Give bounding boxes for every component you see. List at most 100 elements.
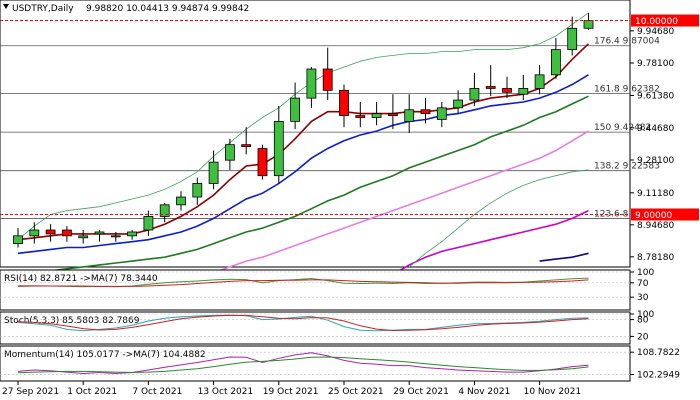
candle-2021-10-18 — [257, 144, 268, 180]
candle-body — [127, 231, 137, 237]
x-tick-label-1: 1 Oct 2021 — [67, 387, 117, 397]
candle-2021-10-14 — [224, 138, 235, 170]
price-levels-layer — [0, 20, 630, 216]
price-level-label-0: 10.00000 — [635, 17, 678, 27]
candles-layer — [13, 12, 594, 248]
stoch-tick-label-2: 20 — [637, 332, 649, 342]
candle-body — [159, 204, 170, 217]
candle-body — [567, 27, 578, 51]
candle-body — [224, 144, 235, 161]
ma-line-2 — [18, 95, 589, 274]
candle-body — [208, 161, 219, 184]
candle-2021-10-01 — [78, 230, 89, 244]
candle-body — [551, 49, 561, 76]
candle-2021-10-26 — [355, 101, 366, 128]
candle-body — [485, 86, 496, 89]
candle-body — [339, 89, 349, 116]
candle-2021-09-27 — [13, 228, 23, 248]
candle-body — [355, 115, 366, 118]
candle-body — [13, 235, 23, 245]
candle-body — [273, 120, 284, 177]
stoch-series-0 — [17, 314, 589, 332]
candle-body — [453, 99, 464, 109]
candle-2021-10-08 — [159, 202, 170, 223]
x-axis: 27 Sep 2021 1 Oct 2021 7 Oct 2021 13 Oct 20… — [2, 381, 581, 397]
candle-2021-11-10 — [534, 65, 545, 95]
candle-body — [469, 88, 480, 101]
candle-2021-10-25 — [339, 84, 349, 128]
candle-body — [110, 235, 121, 238]
x-tick-label-3: 13 Oct 2021 — [198, 387, 254, 397]
candle-body — [387, 113, 398, 116]
x-tick-label-2: 7 Oct 2021 — [132, 387, 182, 397]
x-tick-label-5: 25 Oct 2021 — [328, 387, 384, 397]
candle-body — [257, 148, 268, 177]
rsi-panel-frame — [0, 269, 631, 311]
candle-2021-10-22 — [322, 47, 333, 101]
candle-2021-11-05 — [485, 65, 496, 97]
rsi-panel: RSI(14) 82.8721 ->MA(7) 78.3440 — [0, 269, 631, 311]
candle-2021-10-28 — [387, 94, 398, 130]
x-tick-label-7: 4 Nov 2021 — [458, 387, 510, 397]
ma-line-0 — [17, 43, 590, 241]
ma-line-4 — [376, 209, 589, 284]
main-panel-frame — [0, 0, 631, 268]
candle-2021-10-05 — [110, 231, 121, 242]
y-tick-label-7: 8.78180 — [637, 253, 674, 263]
ma-line-6 — [17, 12, 589, 241]
candle-2021-10-11 — [176, 191, 186, 211]
collapse-triangle-icon[interactable] — [3, 4, 9, 9]
candle-2021-11-01 — [420, 98, 431, 124]
y-tick-label-2: 9.61380 — [637, 91, 674, 101]
candle-body — [502, 88, 512, 93]
price-level-tag-0 — [631, 14, 699, 27]
candle-body — [241, 144, 252, 148]
momentum-tick-label-0: 108.7822 — [637, 348, 680, 358]
candle-2021-10-29 — [404, 94, 415, 134]
rsi-tick-label-1: 70 — [637, 279, 649, 289]
momentum-tick-label-1: 102.2949 — [637, 371, 680, 381]
candle-body — [29, 229, 40, 237]
ma-line-3 — [196, 130, 589, 282]
fib-label-1: 161.8 9.62382 — [594, 84, 660, 94]
rsi-tick-label-2: 30 — [637, 293, 649, 303]
stoch-tick-label-0: 100 — [637, 310, 654, 320]
candle-body — [192, 183, 203, 198]
stoch-tick-label-1: 80 — [637, 316, 649, 326]
fib-label-3: 138.2 9.22583 — [594, 162, 660, 172]
momentum-title: Momentum(14) 105.0177 ->MA(7) 104.4882 — [4, 350, 206, 360]
y-tick-label-1: 9.78100 — [637, 59, 674, 69]
y-tick-label-3: 9.44680 — [637, 124, 674, 134]
momentum-series-0 — [17, 352, 589, 375]
candle-body — [404, 109, 415, 122]
candle-body — [322, 68, 333, 91]
candle-2021-10-12 — [192, 177, 203, 205]
candle-2021-10-27 — [371, 101, 382, 126]
candle-body — [62, 229, 72, 237]
candle-body — [45, 229, 56, 235]
main-y-axis: 10.00000 9.00000 9.94680 9.78100 9.61380 9.44… — [630, 14, 699, 263]
candle-2021-10-04 — [94, 230, 105, 242]
x-tick-label-6: 29 Oct 2021 — [393, 387, 449, 397]
rsi-title: RSI(14) 82.8721 ->MA(7) 78.3440 — [4, 274, 158, 284]
y-tick-label-4: 9.28100 — [637, 156, 674, 166]
momentum-series-1 — [17, 356, 589, 374]
candle-body — [143, 216, 154, 231]
candle-2021-11-04 — [469, 72, 480, 106]
rsi-tick-label-0: 100 — [637, 268, 654, 278]
candle-body — [306, 68, 317, 99]
candle-2021-10-20 — [290, 82, 301, 130]
candle-body — [176, 196, 186, 206]
price-level-label-1: 9.00000 — [635, 211, 672, 221]
candle-2021-11-11 — [551, 37, 561, 79]
ma-line-5 — [539, 252, 589, 262]
candle-2021-11-15 — [583, 12, 594, 31]
price-level-tag-1 — [631, 208, 699, 221]
candle-body — [518, 88, 529, 95]
candle-body — [436, 107, 447, 120]
candle-2021-10-13 — [208, 150, 219, 190]
ma-line-7 — [408, 169, 589, 268]
candle-body — [583, 20, 594, 29]
